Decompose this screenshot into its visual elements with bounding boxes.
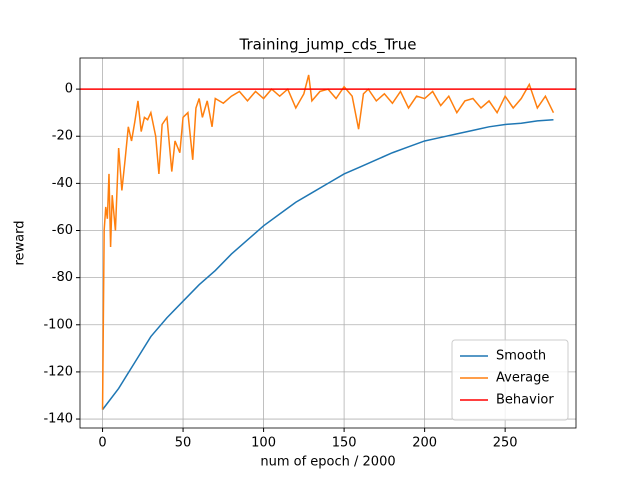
chart-title: Training_jump_cds_True	[239, 36, 417, 55]
legend-label: Smooth	[496, 349, 546, 364]
plot-frame	[79, 57, 577, 429]
y-axis-label: reward	[13, 220, 28, 265]
x-axis-label: num of epoch / 2000	[260, 455, 395, 470]
x-tick-label: 100	[251, 436, 276, 451]
y-tick-label: -60	[52, 223, 73, 238]
y-tick-label: -20	[52, 129, 73, 144]
y-tick-label: -80	[52, 270, 73, 285]
y-tick-label: 0	[65, 82, 73, 97]
y-tick-label: -140	[43, 412, 73, 427]
x-tick-label: 50	[175, 436, 192, 451]
series-line	[101, 118, 554, 411]
x-tick-label: 150	[332, 436, 357, 451]
x-tick-label: 250	[493, 436, 518, 451]
legend-label: Behavior	[496, 393, 554, 408]
x-tick-label: 200	[412, 436, 437, 451]
series-line	[101, 74, 555, 410]
x-tick-label: 0	[98, 436, 106, 451]
y-tick-label: -40	[52, 176, 73, 191]
legend-label: Average	[496, 371, 549, 386]
y-tick-label: -100	[43, 317, 73, 332]
y-tick-label: -120	[43, 364, 73, 379]
